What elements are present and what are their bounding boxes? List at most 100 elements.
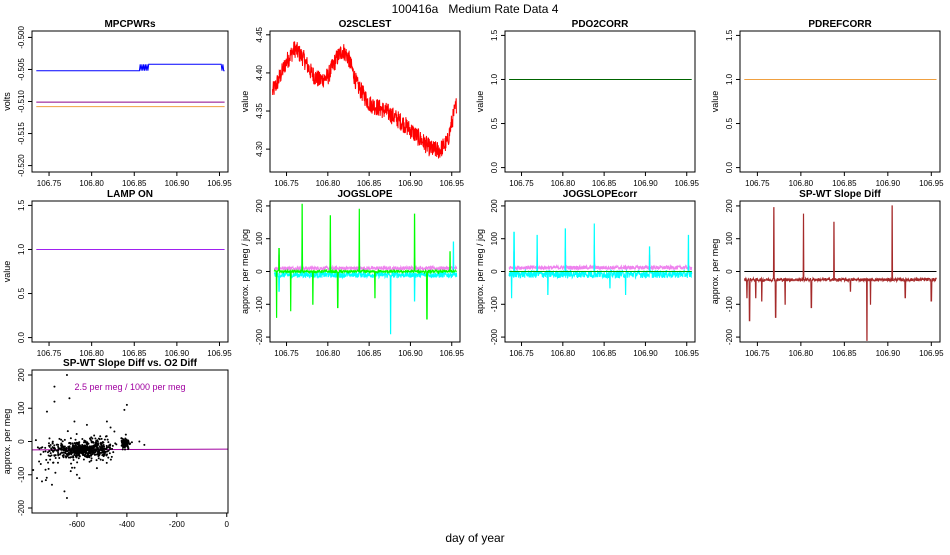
x-tick-label: 106.85 [832, 349, 857, 358]
scatter-point [47, 444, 50, 447]
y-axis-label: value [240, 91, 250, 113]
x-tick-label: 106.95 [440, 179, 465, 188]
scatter-point [60, 438, 63, 441]
scatter-point [98, 449, 101, 452]
panel-title: MPCPWRs [104, 19, 156, 30]
y-tick-label: 4.45 [255, 26, 264, 42]
series-line-0 [272, 41, 458, 159]
y-tick-label: 200 [725, 199, 734, 213]
y-axis-label: approx. per meg / jog [475, 229, 485, 314]
scatter-point [44, 468, 47, 471]
scatter-point [88, 454, 91, 457]
scatter-point [98, 454, 101, 457]
scatter-point [99, 446, 102, 449]
y-tick-label: -0.500 [17, 26, 26, 49]
scatter-point [107, 456, 110, 459]
plot-frame [269, 30, 461, 173]
scatter-point [45, 458, 48, 461]
scatter-point [68, 397, 71, 400]
y-tick-label: 0.5 [490, 117, 499, 129]
panel-pdo2corr: PDO2CORR value 106.75 106.80 106.85 106.90 106… [475, 19, 700, 188]
scatter-point [57, 449, 60, 452]
y-axis-label: value [475, 91, 485, 113]
scatter-point [104, 450, 107, 453]
scatter-point [64, 455, 67, 458]
scatter-point [101, 440, 104, 443]
scatter-point [122, 442, 125, 445]
scatter-point [76, 446, 79, 449]
panel-title: PDREFCORR [808, 19, 872, 30]
scatter-point [94, 437, 97, 440]
scatter-point [96, 451, 99, 454]
scatter-point [94, 450, 97, 453]
scatter-point [123, 445, 126, 448]
x-tick-label: 106.80 [316, 179, 341, 188]
x-tick-label: 106.95 [919, 179, 944, 188]
scatter-point [58, 456, 61, 459]
scatter-point [98, 445, 101, 448]
annotation: 2.5 per meg / 1000 per meg [74, 382, 185, 392]
scatter-point [70, 453, 73, 456]
x-tick-label: 106.90 [633, 179, 658, 188]
panel-jogslope: JOGSLOPE approx. per meg / jog 106.75 106.8… [240, 189, 465, 358]
scatter-point [50, 449, 53, 452]
scatter-point [67, 448, 70, 451]
scatter-point [84, 445, 87, 448]
scatter-point [105, 444, 108, 447]
scatter-point [74, 438, 77, 441]
scatter-point [124, 439, 127, 442]
scatter-point [106, 438, 109, 441]
scatter-point [96, 440, 99, 443]
scatter-point [38, 447, 41, 450]
scatter-point [81, 450, 84, 453]
x-tick-label: 106.80 [551, 349, 576, 358]
scatter-point [69, 470, 72, 473]
scatter-point [124, 433, 127, 436]
scatter-point [75, 432, 78, 435]
scatter-point [52, 461, 55, 464]
scatter-point [102, 451, 105, 454]
scatter-point [53, 385, 56, 388]
scatter-point [97, 437, 100, 440]
scatter-point [124, 437, 127, 440]
scatter-point [82, 441, 85, 444]
scatter-point [86, 443, 89, 446]
scatter-point [81, 437, 84, 440]
panel-title: JOGSLOPEcorr [563, 189, 638, 200]
scatter-point [38, 460, 41, 463]
y-tick-label: 0.5 [725, 117, 734, 129]
scatter-point [62, 456, 65, 459]
scatter-point [39, 453, 42, 456]
scatter-point [90, 457, 93, 460]
scatter-point [75, 454, 78, 457]
y-tick-label: -0.520 [17, 154, 26, 177]
scatter-point [47, 467, 50, 470]
panel-mpcpwrs: MPCPWRs volts 106.75 106.80 106.85 106.90 106.… [2, 19, 232, 188]
scatter-point [96, 450, 99, 453]
x-tick-label: 106.80 [789, 349, 814, 358]
x-tick-label: 106.85 [122, 179, 147, 188]
plot-frame [504, 30, 696, 173]
scatter-point [112, 451, 115, 454]
series-line-2 [273, 203, 457, 320]
scatter-point [58, 437, 61, 440]
scatter-point [69, 442, 72, 445]
scatter-point [121, 448, 124, 451]
x-tick-label: 106.90 [398, 349, 423, 358]
x-tick-label: 106.95 [440, 349, 465, 358]
scatter-point [50, 454, 53, 457]
scatter-point [115, 443, 118, 446]
y-tick-label: -100 [17, 466, 26, 483]
x-tick-label: 106.90 [398, 179, 423, 188]
x-tick-label: 106.85 [592, 349, 617, 358]
y-tick-label: 200 [17, 368, 26, 382]
y-tick-label: -100 [725, 296, 734, 313]
x-tick-label: 106.75 [509, 349, 534, 358]
scatter-point [90, 445, 93, 448]
scatter-point [123, 408, 126, 411]
y-tick-label: 1.5 [490, 29, 499, 41]
x-tick-label: 106.80 [316, 349, 341, 358]
scatter-point [61, 444, 64, 447]
y-tick-label: 100 [490, 231, 499, 245]
